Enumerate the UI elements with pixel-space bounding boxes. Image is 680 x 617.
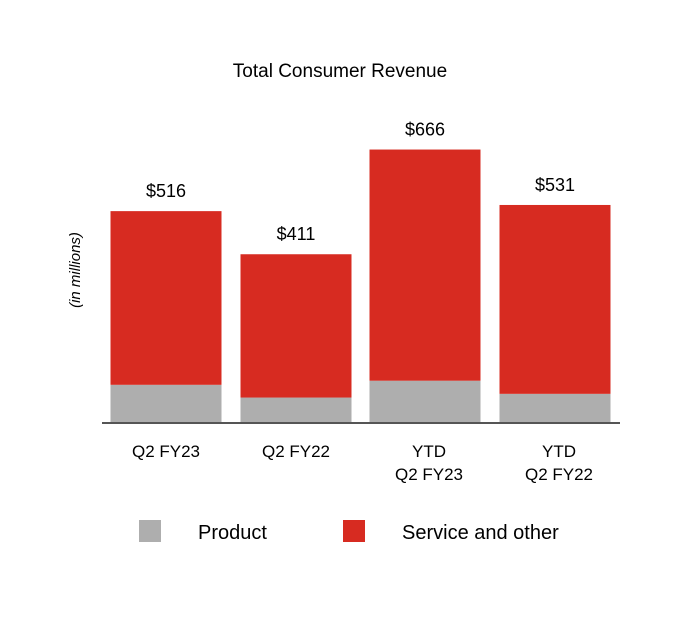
bar-service-and-other-4 <box>499 204 611 394</box>
legend-swatch-product <box>139 520 161 542</box>
y-axis-label: (in millions) <box>67 232 84 308</box>
chart-title: Total Consumer Revenue <box>233 61 447 82</box>
legend-item-service-and-other: Service and other <box>343 520 559 544</box>
legend-item-product: Product <box>139 520 267 544</box>
bar-service-and-other-2 <box>240 254 352 398</box>
tick-labels-layer: Q2 FY23 Q2 FY22 YTD Q2 FY23 YTD Q2 FY22 <box>132 442 593 484</box>
bar-service-and-other-1 <box>110 211 222 385</box>
bars-layer <box>110 149 611 423</box>
legend: Product Service and other <box>139 520 559 544</box>
legend-label-product: Product <box>198 522 267 544</box>
total-value-label-4: $531 <box>535 175 575 195</box>
bar-service-and-other-3 <box>369 149 481 381</box>
x-tick-label-1: Q2 FY23 <box>132 442 200 461</box>
total-value-label-2: $411 <box>277 224 316 244</box>
legend-swatch-service-and-other <box>343 520 365 542</box>
total-value-label-3: $666 <box>405 120 445 140</box>
total-value-label-1: $516 <box>146 181 186 201</box>
x-tick-label-3: YTD Q2 FY23 <box>395 442 463 484</box>
x-tick-label-4: YTD Q2 FY22 <box>525 442 593 484</box>
bar-product-1 <box>110 384 222 423</box>
bar-product-4 <box>499 393 611 423</box>
value-labels-layer: $516 $411 $666 $531 <box>146 120 575 245</box>
bar-product-2 <box>240 397 352 423</box>
bar-product-3 <box>369 380 481 423</box>
x-tick-label-2: Q2 FY22 <box>262 442 330 461</box>
legend-label-service-and-other: Service and other <box>402 522 559 544</box>
